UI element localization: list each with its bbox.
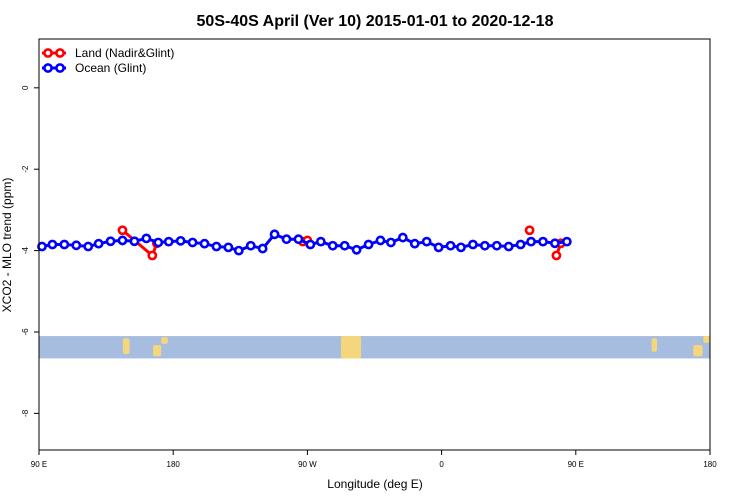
map-band-land (703, 336, 710, 343)
y-axis-label: XCO2 - MLO trend (ppm) (0, 178, 14, 313)
x-tick-label: 90 W (298, 460, 317, 469)
ocean-point (479, 240, 490, 251)
x-tick-label: 0 (439, 460, 444, 469)
ocean-line (41, 232, 568, 253)
ocean-point (37, 241, 47, 252)
ocean-point (187, 237, 198, 248)
y-tick-label: -4 (21, 247, 30, 255)
ocean-point (386, 237, 396, 248)
land-point (147, 250, 158, 261)
ocean-point (561, 236, 572, 247)
ocean-point (83, 241, 94, 252)
ocean-point (71, 240, 82, 251)
plot-area-frame (38, 38, 711, 451)
ocean-point (199, 238, 210, 249)
ocean-point (117, 235, 128, 246)
legend-swatch-marker (55, 48, 65, 58)
x-axis: 90 E 180 90 W 0 90 E 180 (31, 450, 717, 469)
x-axis-label: Longitude (deg E) (327, 477, 422, 491)
land-point (117, 225, 128, 236)
x-tick-label: 90 E (31, 460, 47, 469)
ocean-point (550, 238, 560, 249)
ocean-point (421, 236, 432, 247)
ocean-point (327, 240, 338, 251)
legend-swatch-marker (43, 48, 53, 58)
y-axis: 0 -2 -4 -6 -8 (21, 85, 39, 417)
legend: Land (Nadir&Glint)Ocean (Glint) (42, 46, 174, 75)
ocean-point (293, 234, 304, 245)
ocean-point (163, 236, 174, 247)
series-layer (37, 225, 572, 261)
ocean-point (503, 241, 514, 252)
chart-title: 50S-40S April (Ver 10) 2015-01-01 to 202… (197, 13, 554, 30)
ocean-point (433, 242, 444, 253)
ocean-point (175, 235, 186, 246)
ocean-point (105, 236, 116, 247)
ocean-point (141, 233, 152, 244)
ocean-point (269, 229, 280, 240)
legend-item: Land (Nadir&Glint) (42, 46, 174, 60)
y-tick-label: -8 (21, 409, 30, 417)
ocean-point (47, 239, 58, 250)
ocean-point (397, 232, 408, 243)
map-band (39, 336, 710, 359)
legend-swatch-marker (43, 63, 53, 73)
ocean-point (468, 239, 478, 250)
ocean-point (538, 236, 548, 247)
map-band-land (153, 345, 162, 357)
ocean-point (456, 242, 466, 253)
map-band-land (651, 338, 657, 352)
ocean-point (281, 234, 292, 245)
map-band-land (122, 338, 130, 354)
ocean-point (257, 243, 268, 254)
ocean-point (129, 236, 140, 247)
x-tick-label: 180 (703, 460, 717, 469)
x-tick-label: 90 E (568, 460, 584, 469)
ocean-point (93, 238, 104, 249)
y-tick-label: 0 (21, 85, 30, 90)
ocean-point (375, 235, 386, 246)
ocean-point (363, 239, 374, 250)
land-point (551, 250, 562, 261)
legend-label: Land (Nadir&Glint) (75, 46, 174, 60)
ocean-point (233, 245, 244, 256)
ocean-point (526, 236, 536, 247)
ocean-point (211, 241, 222, 252)
ocean-point (351, 244, 362, 255)
y-tick-label: -2 (21, 165, 30, 173)
ocean-point (409, 238, 420, 249)
map-band-land (693, 345, 703, 357)
ocean-point (223, 242, 234, 253)
ocean-point (491, 240, 502, 251)
map-band-ocean (39, 336, 710, 359)
ocean-point (315, 236, 326, 247)
y-tick-label: -6 (21, 328, 30, 336)
ocean-point (153, 237, 164, 248)
map-band-land (161, 337, 168, 344)
ocean-point (515, 239, 526, 250)
ocean-point (445, 240, 456, 251)
legend-label: Ocean (Glint) (75, 61, 146, 75)
ocean-point (59, 239, 70, 250)
legend-item: Ocean (Glint) (42, 61, 146, 75)
ocean-point (245, 240, 256, 251)
legend-swatch-marker (55, 63, 65, 73)
ocean-point (305, 239, 316, 250)
x-tick-label: 180 (167, 460, 181, 469)
land-point (524, 225, 535, 236)
map-band-land (347, 342, 356, 352)
land-segment (524, 225, 535, 236)
ocean-point (339, 240, 350, 251)
